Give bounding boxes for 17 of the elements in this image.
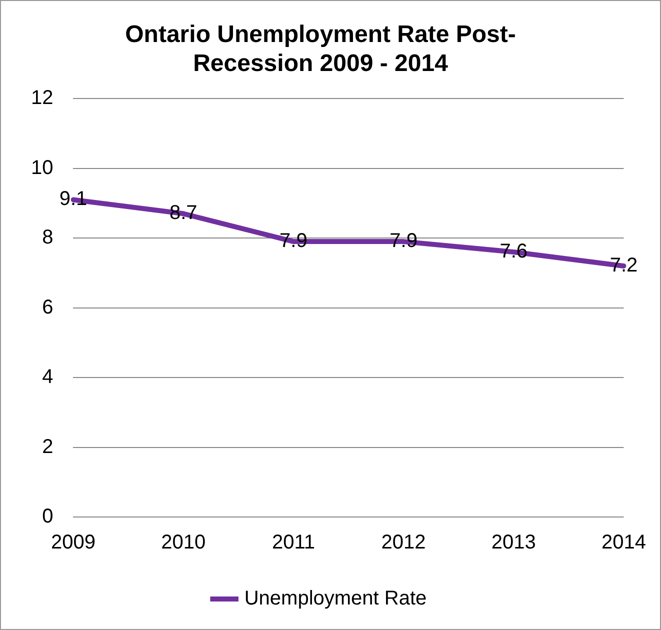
x-tick-label: 2013: [491, 532, 536, 554]
x-tick-label: 2009: [50, 532, 96, 554]
y-tick-label: 0: [42, 506, 54, 528]
x-tick-label: 2012: [381, 532, 426, 554]
y-tick-label: 4: [42, 366, 54, 388]
x-tick-label: 2014: [602, 532, 646, 554]
chart-title: Ontario Unemployment Rate Post-Recession 2009 - 2014: [125, 21, 516, 77]
y-tick-label: 8: [42, 226, 54, 249]
y-tick-label: 12: [30, 87, 54, 110]
y-tick-label: 6: [42, 296, 54, 318]
y-tick-label: 10: [30, 156, 54, 179]
legend-label: Unemployment Rate: [244, 588, 427, 610]
x-tick-label: 2010: [161, 532, 206, 554]
data-label: 9.1: [59, 188, 88, 210]
x-tick-label: 2011: [272, 532, 315, 554]
y-tick-label: 2: [42, 436, 54, 458]
data-label: 7.2: [610, 254, 638, 276]
